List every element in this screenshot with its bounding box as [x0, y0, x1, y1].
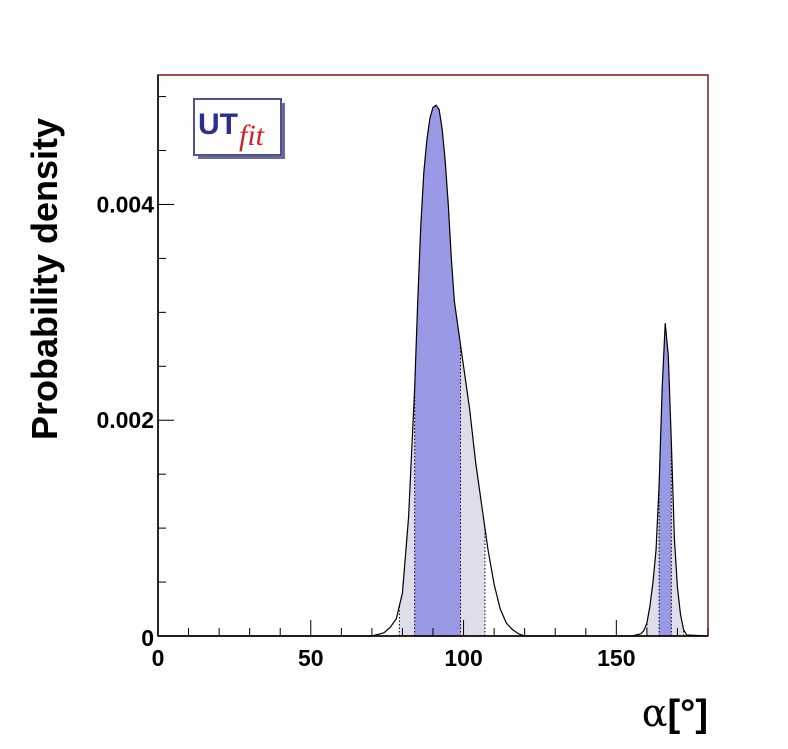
x-tick-label: 150 — [597, 645, 635, 671]
band-inner-1 — [659, 323, 672, 636]
x-axis-unit: [°] — [667, 693, 708, 735]
density-curve — [158, 104, 709, 637]
x-tick-label: 0 — [152, 645, 165, 671]
credibility-bands — [398, 105, 685, 636]
band-inner-0 — [414, 105, 461, 636]
y-tick-label: 0 — [141, 625, 154, 651]
utfit-logo: UT fit — [193, 98, 285, 159]
tick-labels: 0 50 100 150 0 0.002 0.004 — [96, 191, 635, 671]
density-line — [158, 104, 709, 637]
y-tick-label: 0.002 — [96, 407, 154, 433]
y-axis-title: Probability density — [24, 118, 65, 440]
logo-text-fit: fit — [239, 119, 265, 152]
y-tick-label: 0.004 — [96, 191, 154, 217]
x-tick-label: 100 — [444, 645, 482, 671]
logo-text-ut: UT — [198, 108, 238, 141]
x-axis-symbol: α — [642, 691, 668, 735]
x-axis-title: α[°] — [642, 691, 708, 735]
x-tick-label: 50 — [298, 645, 324, 671]
axes — [157, 74, 709, 637]
